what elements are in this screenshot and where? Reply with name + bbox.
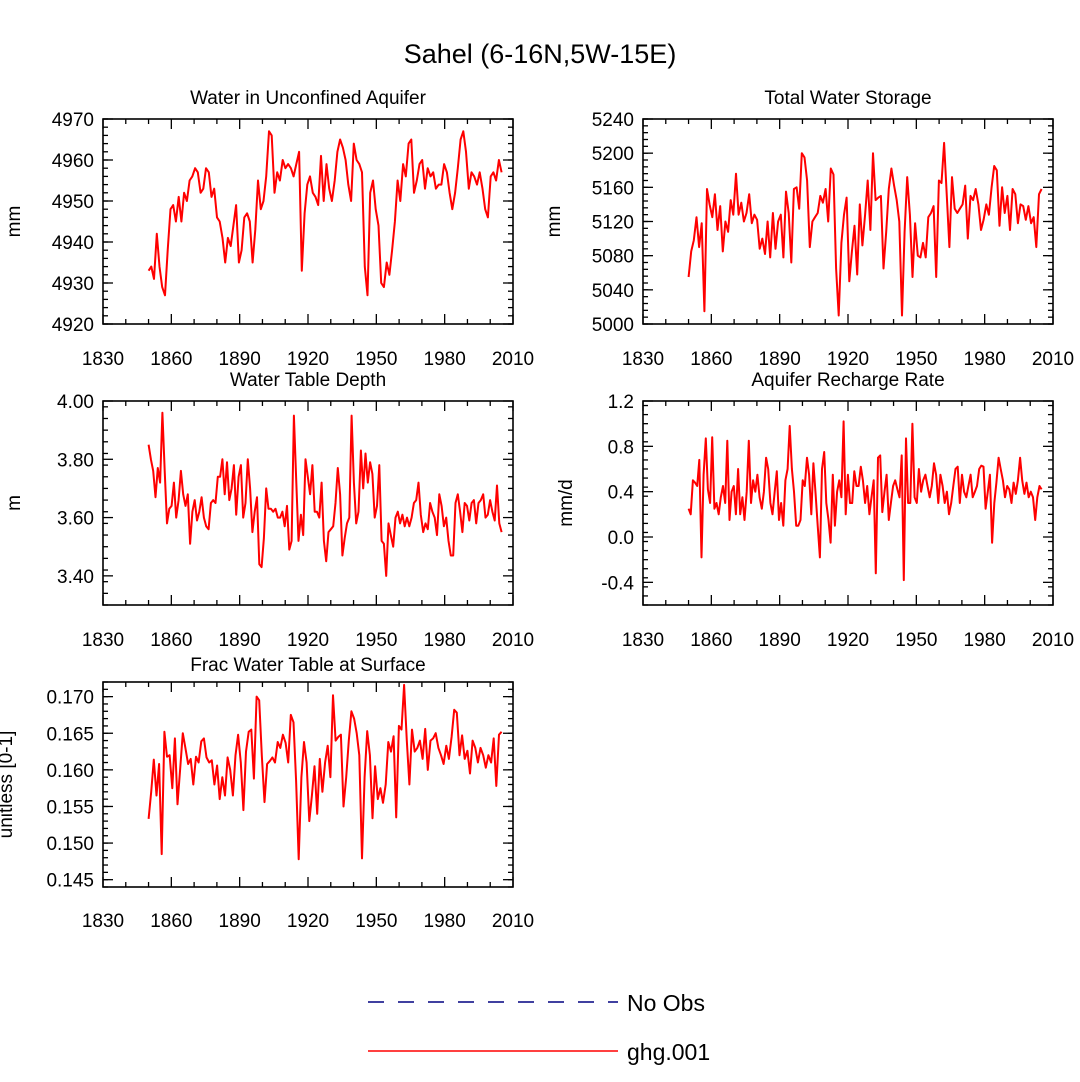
x-tick-label: 1860 — [150, 911, 192, 932]
y-tick-label: 4940 — [52, 233, 94, 254]
x-tick-label: 1860 — [150, 349, 192, 370]
y-tick-label: 5040 — [592, 281, 634, 302]
y-tick-label: 0.4 — [608, 483, 635, 504]
y-tick-label: 4960 — [52, 151, 94, 172]
x-tick-label: 1890 — [219, 349, 261, 370]
y-tick-label: 0.155 — [46, 797, 94, 818]
y-tick-label: -0.4 — [601, 573, 634, 594]
legend-no-obs-label: No Obs — [627, 990, 705, 1016]
x-tick-label: 1980 — [424, 911, 466, 932]
x-tick-label: 1830 — [82, 349, 124, 370]
y-tick-label: 4970 — [52, 110, 94, 131]
panel-title: Aquifer Recharge Rate — [751, 370, 944, 391]
x-tick-label: 1890 — [759, 349, 801, 370]
x-tick-label: 2010 — [492, 911, 534, 932]
x-tick-label: 1920 — [287, 349, 329, 370]
y-tick-label: 0.160 — [46, 761, 94, 782]
y-tick-label: 3.60 — [57, 509, 94, 530]
x-tick-label: 2010 — [492, 349, 534, 370]
plot-frame — [642, 118, 1054, 325]
y-tick-label: 1.2 — [608, 392, 634, 413]
y-axis-label: mm — [4, 206, 25, 238]
x-tick-label: 1860 — [690, 630, 732, 651]
y-tick-label: 5240 — [592, 110, 634, 131]
y-axis-label: m — [4, 495, 25, 511]
panel-title: Total Water Storage — [764, 88, 931, 109]
x-tick-label: 1830 — [622, 630, 664, 651]
series-line-ghg-001 — [147, 411, 503, 577]
x-tick-label: 1830 — [82, 630, 124, 651]
y-tick-label: 0.145 — [46, 871, 94, 892]
y-axis-label: mm — [544, 206, 565, 238]
x-tick-label: 1950 — [895, 349, 937, 370]
y-tick-label: 5080 — [592, 247, 634, 268]
y-tick-label: 5000 — [592, 315, 634, 336]
x-tick-label: 1950 — [355, 630, 397, 651]
panel-water-table-depth: Water Table Depth 1830 1860 1890 1920 1950 198… — [4, 370, 534, 651]
y-tick-label: 4930 — [52, 274, 94, 295]
series-line-ghg-001 — [687, 420, 1043, 582]
panel-frac-water-table-at-surface: Frac Water Table at Surface 1830 1860 1890 1… — [0, 655, 534, 932]
plot-frame — [102, 400, 514, 606]
panel-title: Water in Unconfined Aquifer — [190, 88, 427, 109]
figure-title: Sahel (6-16N,5W-15E) — [404, 39, 677, 69]
y-tick-label: 0.165 — [46, 724, 94, 745]
x-tick-label: 1980 — [964, 630, 1006, 651]
x-tick-label: 1860 — [690, 349, 732, 370]
y-tick-label: 0.170 — [46, 688, 94, 709]
series-line-ghg-001 — [147, 130, 503, 297]
y-tick-label: 5200 — [592, 144, 634, 165]
panel-aquifer-recharge-rate: Aquifer Recharge Rate 1830 1860 1890 1920 195… — [556, 370, 1074, 651]
x-tick-label: 1860 — [150, 630, 192, 651]
y-tick-label: 4920 — [52, 315, 94, 336]
y-axis-label: unitless [0-1] — [0, 731, 17, 839]
panel-title: Water Table Depth — [230, 370, 386, 391]
plot-frame — [642, 400, 1054, 606]
x-tick-label: 1920 — [287, 630, 329, 651]
y-tick-label: 4950 — [52, 192, 94, 213]
y-tick-label: 0.8 — [608, 437, 634, 458]
panel-total-water-storage: Total Water Storage 1830 1860 1890 1920 1950 1… — [544, 88, 1074, 370]
x-tick-label: 1890 — [759, 630, 801, 651]
x-tick-label: 1920 — [827, 349, 869, 370]
series-line-ghg-001 — [147, 683, 503, 861]
y-tick-label: 3.40 — [57, 567, 94, 588]
x-tick-label: 1980 — [424, 349, 466, 370]
x-tick-label: 2010 — [1032, 630, 1074, 651]
y-tick-label: 0.0 — [608, 528, 634, 549]
x-tick-label: 1980 — [424, 630, 466, 651]
x-tick-label: 1890 — [219, 911, 261, 932]
plot-frame — [102, 681, 514, 888]
series-line-ghg-001 — [687, 141, 1043, 317]
y-tick-label: 0.150 — [46, 834, 94, 855]
y-tick-label: 5160 — [592, 178, 634, 199]
panel-water-in-unconfined-aquifer: Water in Unconfined Aquifer 1830 1860 1890 1… — [4, 88, 534, 370]
x-tick-label: 1950 — [355, 911, 397, 932]
x-tick-label: 1980 — [964, 349, 1006, 370]
plot-frame — [102, 118, 514, 325]
x-tick-label: 1920 — [287, 911, 329, 932]
x-tick-label: 2010 — [1032, 349, 1074, 370]
y-tick-label: 5120 — [592, 213, 634, 234]
y-tick-label: 3.80 — [57, 450, 94, 471]
panel-title: Frac Water Table at Surface — [190, 655, 426, 676]
x-tick-label: 1920 — [827, 630, 869, 651]
x-tick-label: 1950 — [895, 630, 937, 651]
x-tick-label: 1950 — [355, 349, 397, 370]
x-tick-label: 2010 — [492, 630, 534, 651]
x-tick-label: 1890 — [219, 630, 261, 651]
legend-ghg-label: ghg.001 — [627, 1039, 710, 1065]
panels: Water in Unconfined Aquifer 1830 1860 1890 1… — [0, 88, 1074, 932]
legend: No Obs ghg.001 — [368, 990, 710, 1065]
x-tick-label: 1830 — [82, 911, 124, 932]
x-tick-label: 1830 — [622, 349, 664, 370]
y-tick-label: 4.00 — [57, 392, 94, 413]
y-axis-label: mm/d — [556, 479, 577, 527]
